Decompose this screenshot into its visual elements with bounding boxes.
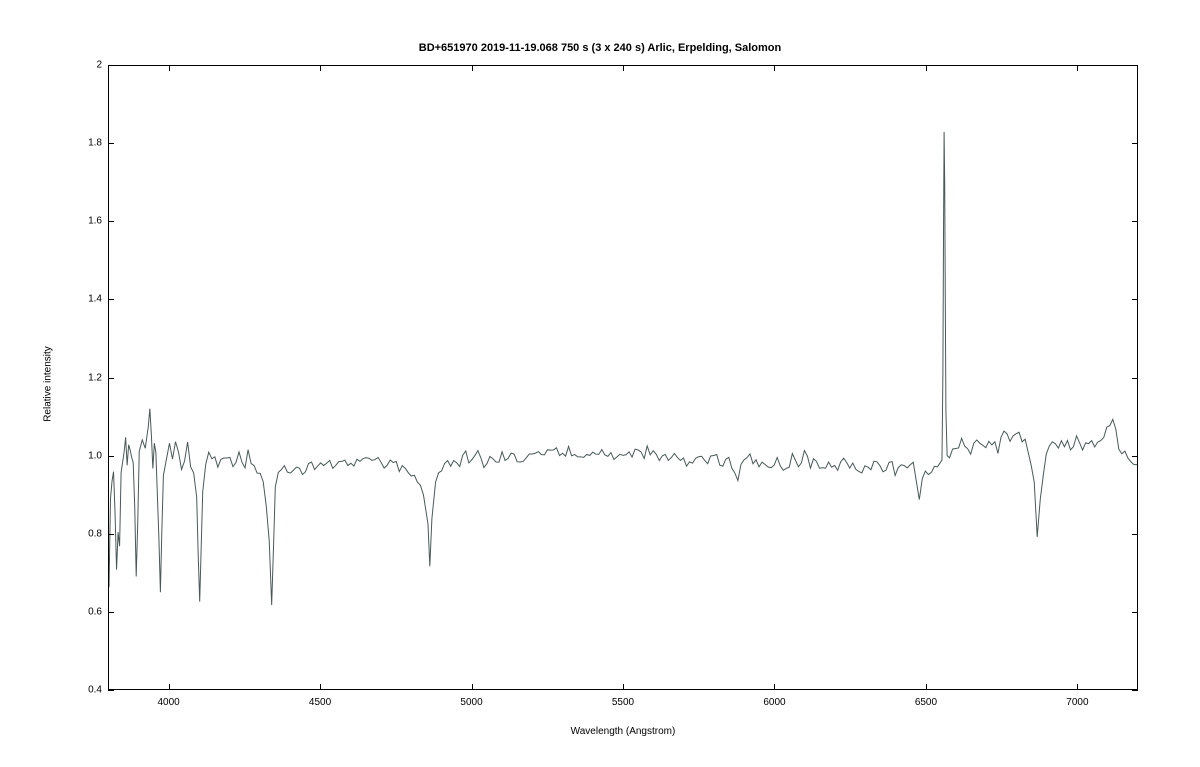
y-tick bbox=[1132, 299, 1138, 300]
chart-title: BD+651970 2019-11-19.068 750 s (3 x 240 … bbox=[0, 42, 1200, 54]
x-tick-label: 5000 bbox=[460, 697, 482, 708]
x-tick bbox=[623, 65, 624, 71]
plot-area bbox=[108, 65, 1138, 690]
y-tick bbox=[108, 143, 114, 144]
x-tick bbox=[1077, 65, 1078, 71]
x-tick bbox=[623, 684, 624, 690]
y-tick bbox=[1132, 221, 1138, 222]
y-tick bbox=[108, 534, 114, 535]
y-tick bbox=[108, 65, 114, 66]
x-tick bbox=[472, 684, 473, 690]
y-tick bbox=[1132, 143, 1138, 144]
y-tick-label: 1.8 bbox=[88, 138, 102, 149]
x-tick bbox=[169, 684, 170, 690]
y-tick bbox=[108, 221, 114, 222]
x-tick bbox=[774, 65, 775, 71]
y-tick bbox=[1132, 690, 1138, 691]
x-tick bbox=[926, 684, 927, 690]
y-tick-label: 0.4 bbox=[88, 685, 102, 696]
x-tick-label: 6500 bbox=[915, 697, 937, 708]
y-tick-label: 2 bbox=[96, 60, 102, 71]
x-tick bbox=[926, 65, 927, 71]
y-tick bbox=[1132, 378, 1138, 379]
y-tick-label: 0.6 bbox=[88, 606, 102, 617]
spectrum-chart: BD+651970 2019-11-19.068 750 s (3 x 240 … bbox=[0, 0, 1200, 767]
spectrum-line bbox=[109, 66, 1137, 689]
y-tick bbox=[108, 612, 114, 613]
x-tick bbox=[320, 684, 321, 690]
x-tick bbox=[774, 684, 775, 690]
y-tick bbox=[1132, 612, 1138, 613]
y-tick bbox=[1132, 534, 1138, 535]
y-tick-label: 1.4 bbox=[88, 294, 102, 305]
x-tick bbox=[1077, 684, 1078, 690]
x-tick-label: 4000 bbox=[157, 697, 179, 708]
spectrum-polyline bbox=[109, 132, 1137, 605]
x-tick-label: 6000 bbox=[763, 697, 785, 708]
y-tick-label: 1.6 bbox=[88, 216, 102, 227]
x-axis-label: Wavelength (Angstrom) bbox=[108, 726, 1138, 737]
y-tick bbox=[108, 690, 114, 691]
y-tick-label: 1.0 bbox=[88, 450, 102, 461]
y-tick bbox=[1132, 456, 1138, 457]
x-tick bbox=[472, 65, 473, 71]
y-tick bbox=[108, 299, 114, 300]
x-tick bbox=[169, 65, 170, 71]
y-tick bbox=[108, 456, 114, 457]
x-tick-label: 5500 bbox=[612, 697, 634, 708]
y-tick bbox=[108, 378, 114, 379]
y-tick bbox=[1132, 65, 1138, 66]
y-tick-label: 1.2 bbox=[88, 372, 102, 383]
x-tick-label: 4500 bbox=[309, 697, 331, 708]
y-tick-label: 0.8 bbox=[88, 528, 102, 539]
y-axis-label: Relative intensity bbox=[43, 346, 54, 422]
x-tick bbox=[320, 65, 321, 71]
x-tick-label: 7000 bbox=[1066, 697, 1088, 708]
